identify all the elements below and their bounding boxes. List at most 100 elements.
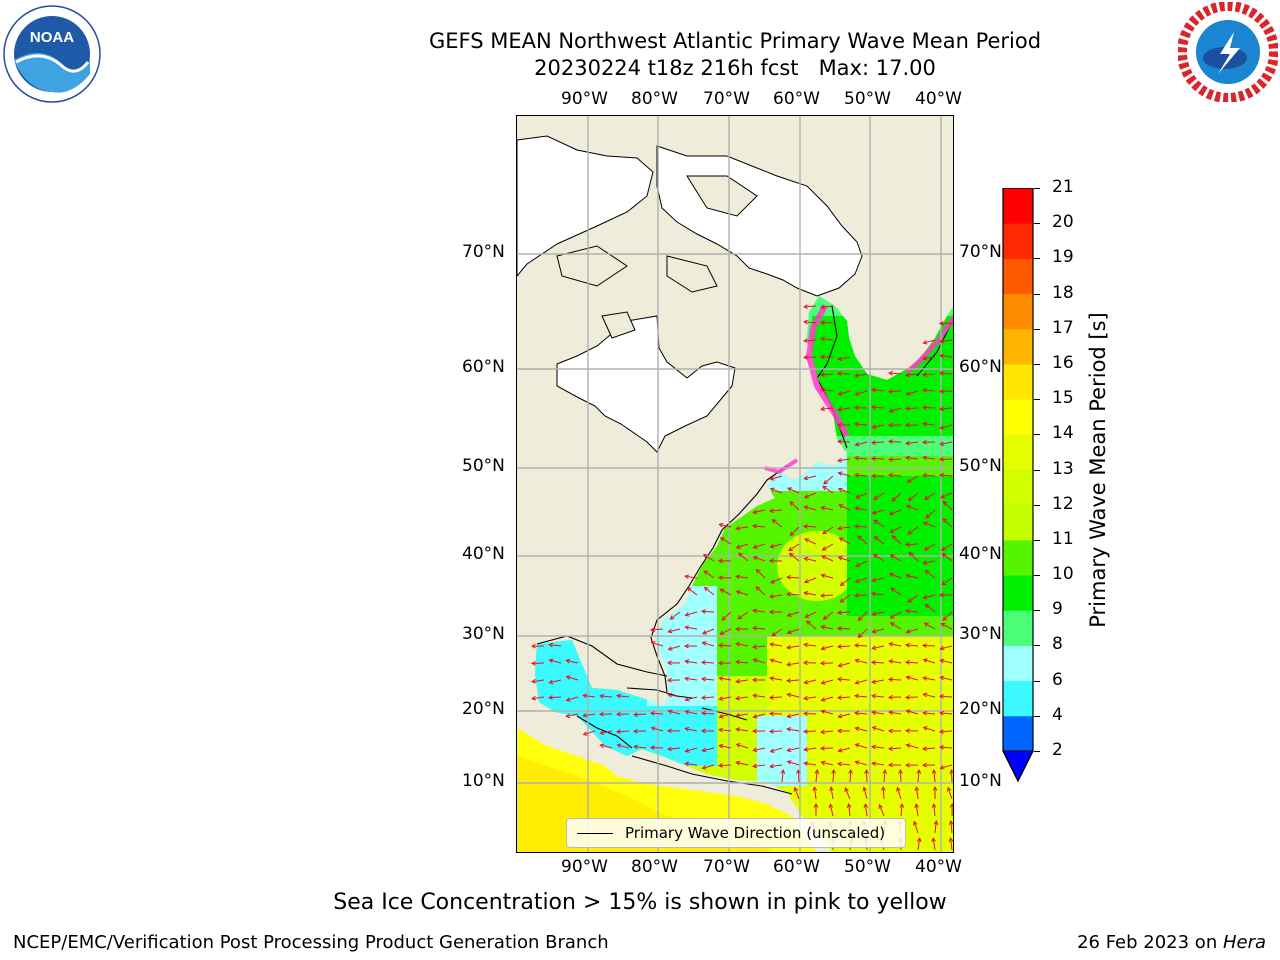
colorbar-tick-label: 15 [1052, 388, 1074, 409]
wave-direction-arrowhead [888, 472, 893, 478]
wave-direction-arrowhead [819, 372, 825, 378]
wave-direction-arrowhead [820, 760, 826, 766]
wave-direction-arrowhead [666, 728, 672, 734]
wave-direction-arrow [803, 339, 817, 342]
wave-direction-arrowhead [938, 729, 944, 735]
wave-direction-arrow [872, 679, 885, 683]
wave-direction-arrow [925, 570, 936, 579]
wave-direction-arrow [888, 747, 902, 750]
colorbar-tick-mark [1034, 504, 1040, 506]
lon-label-bottom-80w: 80°W [631, 857, 678, 877]
wave-direction-arrow [854, 644, 868, 647]
wave-direction-arrowhead [871, 744, 876, 750]
wave-direction-arrow [736, 743, 749, 749]
wave-direction-arrow [943, 501, 953, 511]
wave-direction-arrow [909, 552, 919, 562]
wave-direction-arrow [942, 553, 953, 562]
wave-direction-arrowhead [887, 762, 893, 768]
wave-direction-arrow [872, 424, 885, 428]
wave-direction-arrowhead [822, 485, 827, 491]
wave-direction-arrow [803, 730, 817, 733]
colorbar-tick-label: 8 [1052, 634, 1063, 655]
wave-direction-arrow [924, 622, 936, 630]
lon-label-bottom-70w: 70°W [703, 857, 750, 877]
wave-direction-arrow [821, 506, 834, 511]
wave-direction-arrowhead [940, 622, 946, 628]
wave-direction-arrowhead [768, 729, 774, 734]
colorbar-segment [1003, 328, 1033, 365]
wave-direction-arrow [940, 407, 953, 410]
wave-direction-arrow [872, 389, 885, 392]
wave-direction-arrow [907, 594, 919, 603]
lon-label-bottom-90w: 90°W [561, 857, 608, 877]
wave-direction-arrow [821, 761, 834, 766]
wave-direction-arrowhead [889, 528, 895, 533]
colorbar-tick-mark [1034, 575, 1040, 577]
wave-direction-arrow [755, 586, 766, 596]
wave-direction-arrowhead [870, 660, 876, 665]
wave-direction-arrow [702, 678, 715, 681]
wave-direction-arrowhead [837, 761, 842, 767]
wave-direction-arrowhead [719, 630, 725, 635]
wave-direction-arrow [863, 787, 868, 800]
wave-direction-arrowhead [831, 768, 836, 774]
wave-direction-arrow [838, 556, 851, 562]
wave-direction-arrowhead [871, 761, 877, 767]
wave-direction-arrow [685, 696, 698, 701]
wave-direction-arrowhead [889, 554, 895, 559]
wave-direction-arrow [770, 594, 783, 598]
footer-date: 26 Feb 2023 on Hera [1077, 932, 1266, 953]
wave-direction-arrow [753, 645, 766, 648]
wave-direction-arrow [858, 611, 868, 621]
wave-direction-arrow [874, 536, 885, 545]
wave-direction-arrowhead [837, 487, 843, 493]
wave-direction-arrow [821, 710, 834, 715]
svg-text:NOAA: NOAA [30, 29, 74, 46]
wave-direction-arrow [896, 787, 902, 800]
wave-direction-arrowhead [719, 537, 725, 542]
wave-direction-arrow [770, 677, 783, 681]
wave-direction-arrowhead [871, 424, 877, 430]
wave-direction-arrow [857, 535, 868, 545]
wave-direction-arrowhead [837, 556, 843, 561]
wave-direction-arrowhead [888, 641, 894, 647]
wave-direction-arrowhead [922, 594, 928, 600]
lon-label-bottom-60w: 60°W [773, 857, 820, 877]
wave-direction-arrowhead [855, 562, 861, 567]
colorbar-label: Primary Wave Mean Period [s] [1086, 312, 1110, 628]
wave-direction-arrow [821, 555, 834, 562]
wave-direction-arrowhead [769, 748, 775, 753]
wave-direction-arrowhead [839, 598, 845, 603]
wave-direction-arrowhead [565, 658, 571, 664]
wave-direction-arrowhead [857, 633, 863, 639]
wave-direction-arrowhead [803, 494, 809, 499]
wave-direction-arrow [822, 543, 834, 551]
wave-direction-arrow [940, 339, 953, 342]
wave-direction-arrowhead [905, 608, 910, 614]
wave-direction-arrowhead [735, 713, 741, 718]
wave-direction-arrow [769, 696, 783, 699]
wave-direction-arrowhead [829, 786, 834, 792]
wave-direction-arrow [940, 474, 953, 477]
wave-direction-arrowhead [922, 710, 927, 716]
wave-direction-arrow [889, 643, 902, 647]
wave-direction-arrow [821, 679, 834, 684]
chart-title-line1: GEFS MEAN Northwest Atlantic Primary Wav… [428, 29, 1042, 53]
wave-direction-arrowhead [819, 593, 825, 598]
lat-label-right-70n: 70°N [959, 242, 1002, 262]
wave-direction-arrowhead [939, 765, 945, 770]
wave-direction-arrow [905, 661, 919, 664]
wave-direction-arrow [736, 713, 749, 717]
wave-direction-arrowhead [803, 761, 809, 766]
wave-direction-arrow [855, 679, 868, 684]
wave-direction-arrow [872, 611, 885, 616]
wave-direction-arrowhead [848, 768, 853, 774]
wave-direction-arrowhead [837, 391, 843, 396]
colorbar-frame [1002, 187, 1034, 783]
wave-direction-arrowhead [701, 747, 707, 753]
wave-direction-arrow [855, 373, 868, 377]
wave-direction-arrow [787, 487, 800, 494]
wave-direction-arrow [685, 727, 698, 732]
wave-direction-arrow [922, 474, 936, 477]
wave-direction-arrow [804, 475, 817, 480]
